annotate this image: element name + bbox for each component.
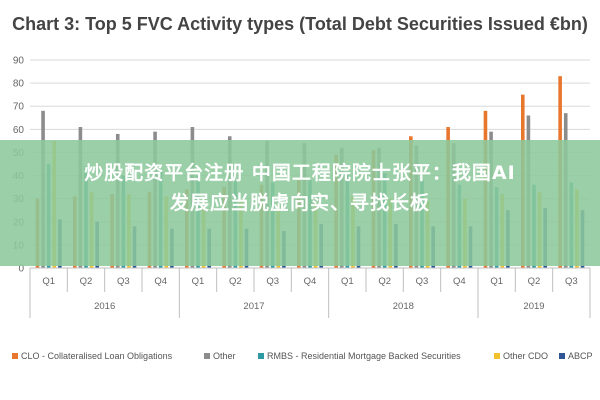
- y-tick-label: 90: [13, 56, 25, 67]
- overlay-banner: [0, 140, 600, 266]
- legend-label: CLO - Collateralised Loan Obligations: [21, 351, 173, 361]
- chart-title: Chart 3: Top 5 FVC Activity types (Total…: [12, 14, 588, 34]
- x-tick-label: Q1: [42, 276, 55, 287]
- y-tick-label: 0: [18, 264, 24, 275]
- x-tick-label: Q2: [80, 276, 93, 287]
- x-tick-label: Q4: [453, 276, 466, 287]
- x-tick-label: Q1: [490, 276, 503, 287]
- legend-swatch: [204, 353, 210, 359]
- legend-swatch: [258, 353, 264, 359]
- year-label: 2017: [243, 301, 264, 312]
- legend-label: Other: [213, 351, 236, 361]
- legend: CLO - Collateralised Loan Obligations Oth…: [12, 351, 593, 361]
- year-label: 2016: [94, 301, 115, 312]
- overlay-line-2: 发展应当脱虚向实、寻找长板: [169, 192, 430, 214]
- y-tick-label: 70: [13, 102, 25, 113]
- legend-swatch: [494, 353, 500, 359]
- x-tick-label: Q3: [266, 276, 279, 287]
- x-tick-label: Q1: [341, 276, 354, 287]
- legend-label: Other CDO: [503, 351, 548, 361]
- x-tick-label: Q3: [565, 276, 578, 287]
- x-tick-label: Q2: [229, 276, 242, 287]
- overlay-headline[interactable]: 炒股配资平台注册 中国工程院院士张平：我国AI 发展应当脱虚向实、寻找长板: [0, 158, 600, 218]
- x-tick-label: Q4: [304, 276, 317, 287]
- overlay-line-1: 炒股配资平台注册 中国工程院院士张平：我国AI: [84, 162, 516, 184]
- x-tick-label: Q2: [378, 276, 391, 287]
- x-tick-label: Q1: [192, 276, 205, 287]
- x-tick-label: Q2: [528, 276, 541, 287]
- x-tick-label: Q3: [416, 276, 429, 287]
- legend-swatch: [12, 353, 18, 359]
- x-tick-label: Q4: [154, 276, 167, 287]
- year-label: 2019: [523, 301, 544, 312]
- legend-label: ABCP: [568, 351, 593, 361]
- legend-swatch: [559, 353, 565, 359]
- y-tick-label: 80: [13, 79, 25, 90]
- x-axis: Q1 Q2 Q3 Q4 Q1 Q2 Q3 Q4 Q1 Q2 Q3 Q4 Q1 Q2 Q3 2016 2017 20…: [29, 267, 591, 318]
- x-tick-label: Q3: [117, 276, 130, 287]
- year-label: 2018: [393, 301, 414, 312]
- legend-label: RMBS - Residential Mortgage Backed Secur…: [267, 351, 461, 361]
- y-tick-label: 60: [13, 125, 25, 136]
